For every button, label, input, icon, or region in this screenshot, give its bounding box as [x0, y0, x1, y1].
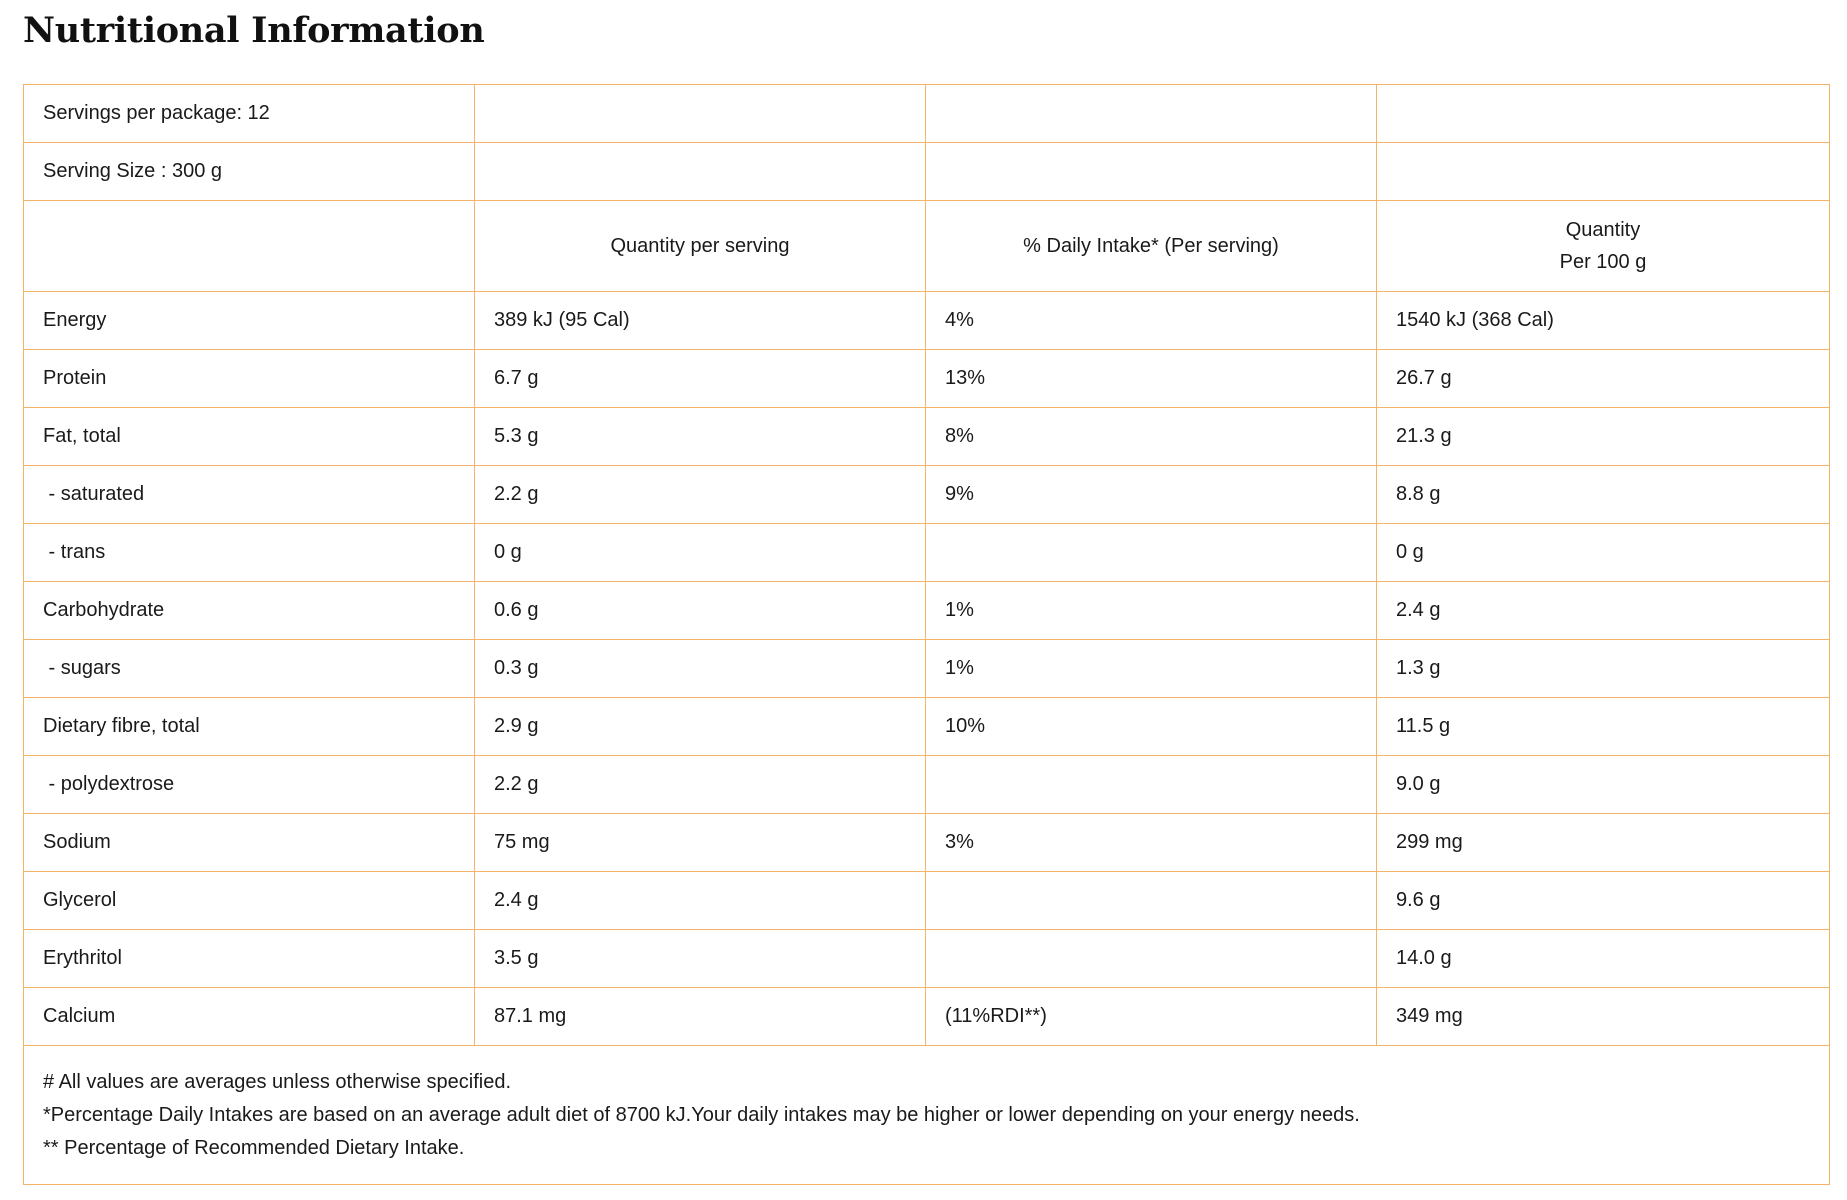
table-row: Glycerol 2.4 g 9.6 g [23, 871, 1830, 930]
per-serving-value: 3.5 g [474, 929, 926, 988]
per-serving-value: 87.1 mg [474, 987, 926, 1046]
per-100g-value: 2.4 g [1376, 581, 1830, 640]
serving-size-row: Serving Size : 300 g [23, 142, 1830, 201]
table-row: Fat, total 5.3 g 8% 21.3 g [23, 407, 1830, 466]
per-serving-value: 5.3 g [474, 407, 926, 466]
per-serving-value: 2.2 g [474, 465, 926, 524]
table-row: - saturated 2.2 g 9% 8.8 g [23, 465, 1830, 524]
servings-row: Servings per package: 12 [23, 84, 1830, 143]
daily-intake-value: 1% [925, 581, 1377, 640]
footnotes: # All values are averages unless otherwi… [23, 1045, 1830, 1185]
nutrition-table: Servings per package: 12 Serving Size : … [23, 84, 1830, 1185]
serving-size: Serving Size : 300 g [23, 142, 475, 201]
per-100g-value: 14.0 g [1376, 929, 1830, 988]
page-title: Nutritional Information [23, 10, 485, 51]
header-per-100g-line2: Per 100 g [1559, 251, 1647, 273]
empty-cell [23, 200, 475, 292]
empty-cell [1376, 142, 1830, 201]
daily-intake-value: 13% [925, 349, 1377, 408]
table-row: - trans 0 g 0 g [23, 523, 1830, 582]
table-row: Calcium 87.1 mg (11%RDI**) 349 mg [23, 987, 1830, 1046]
table-row: Sodium 75 mg 3% 299 mg [23, 813, 1830, 872]
nutrient-name: Fat, total [23, 407, 475, 466]
empty-cell [1376, 84, 1830, 143]
nutrient-name: Erythritol [23, 929, 475, 988]
per-100g-value: 26.7 g [1376, 349, 1830, 408]
empty-cell [925, 84, 1377, 143]
table-row: - polydextrose 2.2 g 9.0 g [23, 755, 1830, 814]
empty-cell [474, 84, 926, 143]
daily-intake-value: 9% [925, 465, 1377, 524]
footnote-averages: # All values are averages unless otherwi… [43, 1070, 512, 1093]
header-quantity-per-100g: Quantity Per 100 g [1376, 200, 1830, 292]
daily-intake-value [925, 523, 1377, 582]
footnote-rdi: ** Percentage of Recommended Dietary Int… [43, 1136, 465, 1159]
per-serving-value: 0 g [474, 523, 926, 582]
per-100g-value: 349 mg [1376, 987, 1830, 1046]
table-row: Energy 389 kJ (95 Cal) 4% 1540 kJ (368 C… [23, 291, 1830, 350]
per-serving-value: 2.2 g [474, 755, 926, 814]
per-100g-value: 21.3 g [1376, 407, 1830, 466]
empty-cell [925, 142, 1377, 201]
nutrient-name: Protein [23, 349, 475, 408]
daily-intake-value: (11%RDI**) [925, 987, 1377, 1046]
per-100g-value: 11.5 g [1376, 697, 1830, 756]
per-100g-value: 9.0 g [1376, 755, 1830, 814]
table-row: - sugars 0.3 g 1% 1.3 g [23, 639, 1830, 698]
nutrient-name: Calcium [23, 987, 475, 1046]
table-row: Dietary fibre, total 2.9 g 10% 11.5 g [23, 697, 1830, 756]
per-serving-value: 389 kJ (95 Cal) [474, 291, 926, 350]
nutrient-name: Dietary fibre, total [23, 697, 475, 756]
per-serving-value: 0.6 g [474, 581, 926, 640]
header-quantity-per-serving: Quantity per serving [474, 200, 926, 292]
per-100g-value: 1540 kJ (368 Cal) [1376, 291, 1830, 350]
nutrient-name: - polydextrose [23, 755, 475, 814]
per-serving-value: 2.9 g [474, 697, 926, 756]
nutrient-name: - sugars [23, 639, 475, 698]
per-serving-value: 6.7 g [474, 349, 926, 408]
daily-intake-value: 10% [925, 697, 1377, 756]
per-100g-value: 1.3 g [1376, 639, 1830, 698]
nutrient-name: Energy [23, 291, 475, 350]
per-100g-value: 0 g [1376, 523, 1830, 582]
header-daily-intake: % Daily Intake* (Per serving) [925, 200, 1377, 292]
daily-intake-value [925, 755, 1377, 814]
table-row: Carbohydrate 0.6 g 1% 2.4 g [23, 581, 1830, 640]
daily-intake-value: 4% [925, 291, 1377, 350]
per-serving-value: 2.4 g [474, 871, 926, 930]
per-100g-value: 8.8 g [1376, 465, 1830, 524]
nutrient-name: - saturated [23, 465, 475, 524]
daily-intake-value: 1% [925, 639, 1377, 698]
per-serving-value: 0.3 g [474, 639, 926, 698]
nutrient-name: - trans [23, 523, 475, 582]
nutrient-name: Glycerol [23, 871, 475, 930]
servings-per-package: Servings per package: 12 [23, 84, 475, 143]
daily-intake-value [925, 871, 1377, 930]
daily-intake-value [925, 929, 1377, 988]
table-row: Erythritol 3.5 g 14.0 g [23, 929, 1830, 988]
daily-intake-value: 3% [925, 813, 1377, 872]
column-header-row: Quantity per serving % Daily Intake* (Pe… [23, 200, 1830, 292]
table-row: Protein 6.7 g 13% 26.7 g [23, 349, 1830, 408]
footnote-daily-intake: *Percentage Daily Intakes are based on a… [43, 1103, 1360, 1126]
empty-cell [474, 142, 926, 201]
footnotes-row: # All values are averages unless otherwi… [23, 1045, 1830, 1185]
per-100g-value: 299 mg [1376, 813, 1830, 872]
per-100g-value: 9.6 g [1376, 871, 1830, 930]
nutrient-name: Carbohydrate [23, 581, 475, 640]
daily-intake-value: 8% [925, 407, 1377, 466]
per-serving-value: 75 mg [474, 813, 926, 872]
nutrient-name: Sodium [23, 813, 475, 872]
header-per-100g-line1: Quantity [1565, 219, 1641, 241]
